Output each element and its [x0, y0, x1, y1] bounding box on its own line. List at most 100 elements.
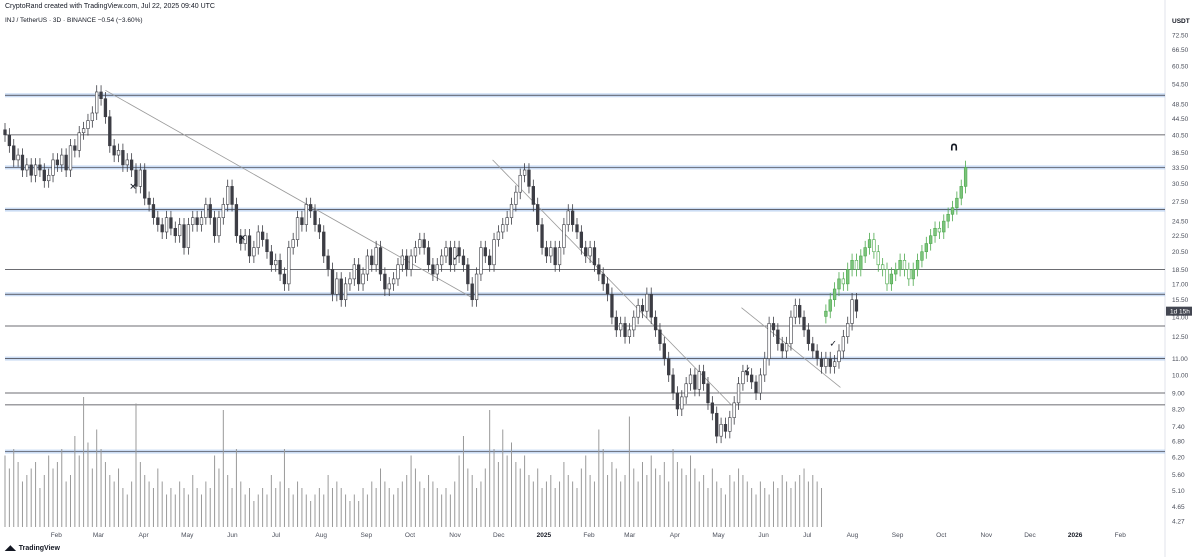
- volume-bar: [821, 488, 823, 527]
- volume-bar: [4, 455, 6, 527]
- candle: [230, 186, 234, 205]
- price-tick-label: 8.20: [1172, 407, 1185, 414]
- tradingview-brand[interactable]: ◢◣ TradingView: [5, 544, 60, 553]
- projection-candle: [872, 239, 876, 253]
- volume-bar: [641, 462, 643, 527]
- time-axis[interactable]: Feb Mar Apr May Jun Jul Aug Sep Oct Nov Dec 2025 Feb…: [51, 532, 1127, 539]
- volume-bar: [550, 475, 552, 527]
- candle: [605, 283, 610, 295]
- volume-bar: [174, 494, 176, 527]
- volume-bar: [759, 481, 761, 527]
- volume-bar: [131, 481, 133, 527]
- candle: [623, 323, 627, 337]
- candle: [715, 412, 719, 437]
- price-tick-label: 66.50: [1172, 47, 1189, 54]
- symbol-legend[interactable]: INJ / TetherUS · 3D · BINANCE −0.54 (−3.…: [5, 17, 143, 24]
- candle: [51, 159, 55, 176]
- candle: [745, 371, 749, 376]
- candle: [77, 132, 81, 151]
- price-tick-label: 4.65: [1172, 504, 1185, 511]
- time-tick-label: Feb: [583, 532, 595, 539]
- volume-bar: [214, 455, 216, 527]
- candle: [518, 174, 522, 193]
- candle: [234, 204, 239, 237]
- volume-bar: [152, 488, 154, 527]
- volume-bar: [314, 494, 316, 527]
- volume-bar: [13, 449, 15, 527]
- candle: [675, 392, 680, 410]
- price-tag: 1d 15h: [1166, 306, 1192, 316]
- price-tick-label: 9.00: [1172, 391, 1185, 398]
- candle: [160, 224, 164, 233]
- candle: [832, 361, 837, 367]
- candle: [68, 145, 73, 171]
- volume-bar: [196, 488, 198, 527]
- volume-bar: [545, 481, 547, 527]
- volume-bar: [170, 488, 172, 527]
- volume-bar: [187, 494, 189, 527]
- volume-bar: [524, 455, 526, 527]
- volume-bar: [663, 462, 665, 527]
- volume-bar: [235, 449, 237, 527]
- volume-bar: [17, 462, 19, 527]
- candle: [688, 374, 693, 385]
- candle: [138, 169, 143, 187]
- price-tick-label: 20.50: [1172, 249, 1189, 256]
- volume-bar: [467, 468, 469, 527]
- candle: [304, 204, 308, 225]
- volume-bar: [428, 475, 430, 527]
- volume-bar: [96, 429, 98, 527]
- candle: [501, 224, 505, 233]
- volume-bar: [672, 449, 674, 527]
- candle: [732, 402, 736, 418]
- candle: [736, 383, 741, 404]
- volume-bar: [445, 488, 447, 527]
- projection-candle: [963, 167, 968, 187]
- price-tick-label: 60.50: [1172, 63, 1189, 70]
- price-tick-label: 18.50: [1172, 267, 1189, 274]
- projection-candle: [859, 255, 863, 270]
- price-tick-label: 72.50: [1172, 32, 1189, 39]
- candle: [483, 247, 487, 257]
- candle: [361, 273, 365, 285]
- projection-candle: [942, 220, 946, 233]
- price-axis[interactable]: 72.50 66.50 60.50 54.50 48.50 44.50 40.50 36.50…: [1172, 32, 1189, 525]
- projection-candle: [837, 278, 841, 290]
- candle: [614, 316, 618, 331]
- candle: [741, 371, 745, 385]
- candle: [557, 247, 562, 266]
- time-tick-label: Jul: [803, 532, 812, 539]
- volume-bar: [707, 488, 709, 527]
- candle: [439, 255, 444, 266]
- volume-bar: [253, 501, 255, 527]
- candle: [260, 231, 265, 240]
- projection-candle: [898, 260, 902, 270]
- time-tick-label: Oct: [936, 532, 946, 539]
- candle: [496, 231, 501, 240]
- volume-bar: [56, 462, 58, 527]
- volume-bar: [135, 403, 137, 527]
- time-tick-label: Mar: [624, 532, 636, 539]
- cross-marker: ✕: [129, 182, 137, 192]
- candle: [767, 323, 771, 359]
- candle: [431, 264, 435, 275]
- candle: [758, 374, 763, 394]
- candle: [632, 316, 636, 331]
- volume-bar: [816, 481, 818, 527]
- candle: [256, 231, 260, 248]
- volume-bar: [410, 455, 412, 527]
- volume-bar: [144, 475, 146, 527]
- tradingview-logo-icon: ◢◣: [5, 545, 16, 552]
- projection-candle: [841, 278, 845, 285]
- volume-bar: [681, 468, 683, 527]
- candle: [20, 154, 25, 171]
- volume-bar: [449, 494, 451, 527]
- time-tick-label: Nov: [981, 532, 993, 539]
- volume-bar: [742, 475, 744, 527]
- projection-candle: [846, 269, 850, 285]
- time-tick-label: Jul: [272, 532, 281, 539]
- volume-bar: [371, 481, 373, 527]
- candle: [784, 343, 789, 352]
- candle: [719, 424, 723, 437]
